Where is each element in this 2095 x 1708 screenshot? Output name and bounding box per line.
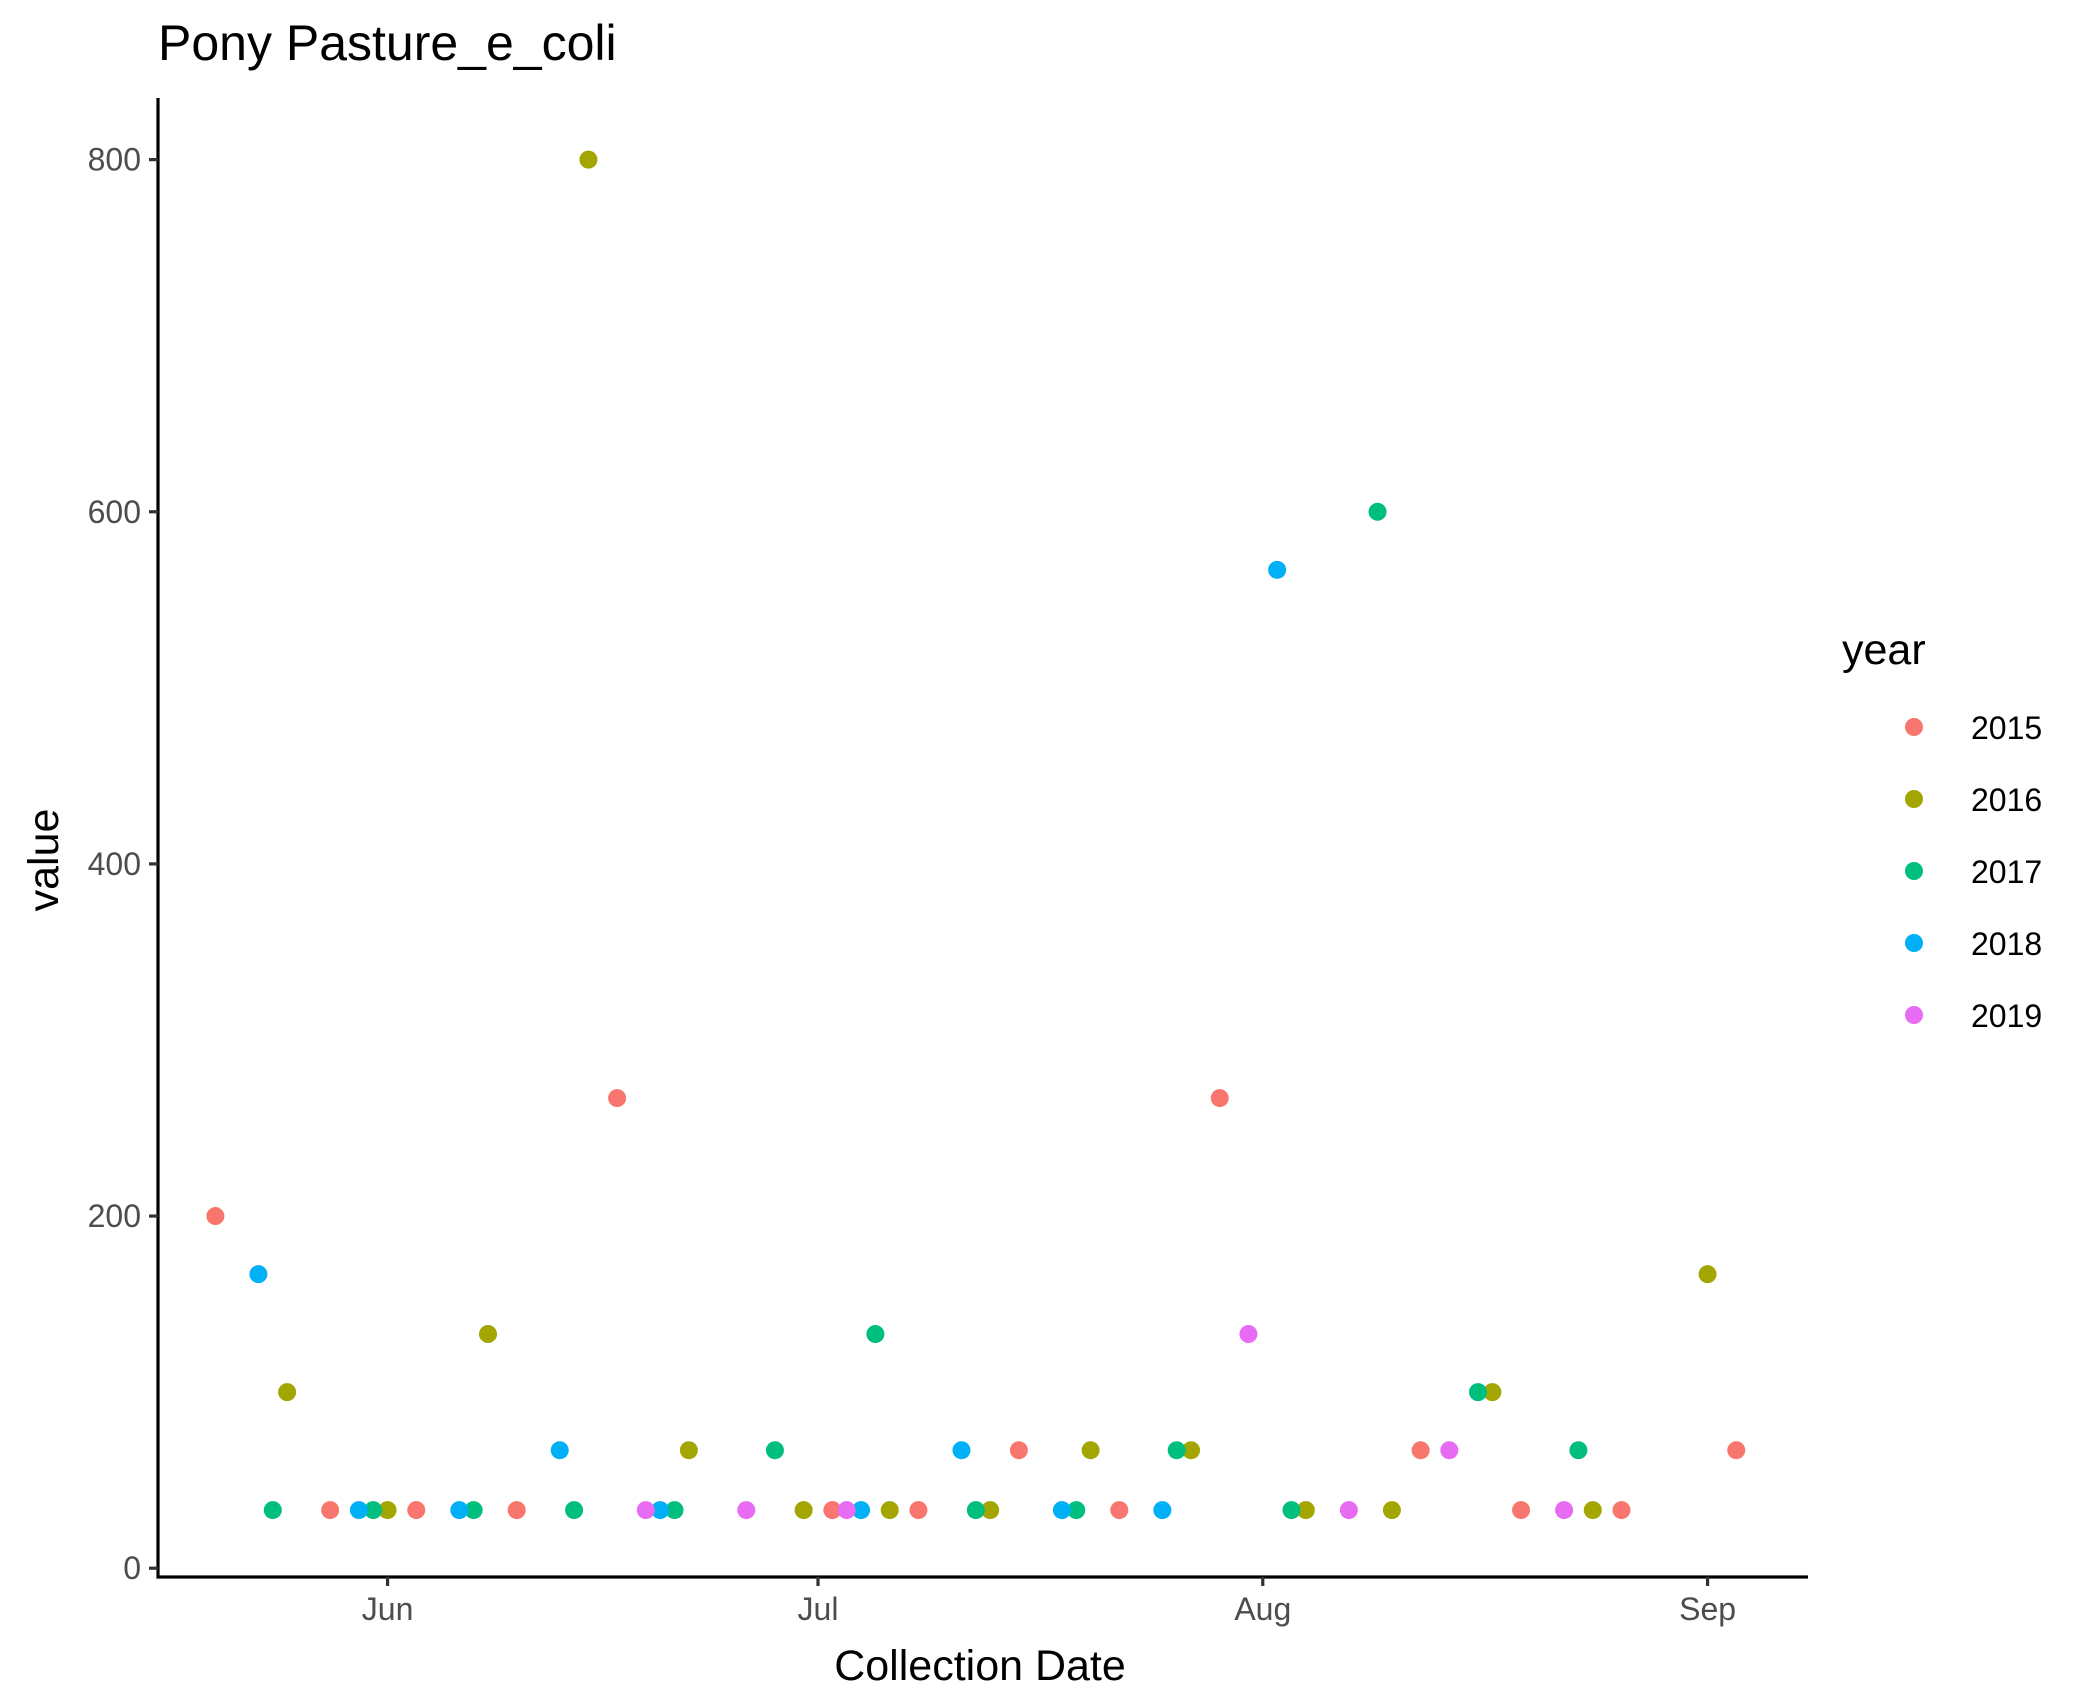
data-point <box>249 1265 268 1284</box>
data-point <box>737 1501 756 1520</box>
data-point <box>1067 1501 1086 1520</box>
x-tick-label: Sep <box>1679 1591 1736 1627</box>
data-point <box>1555 1501 1574 1520</box>
legend: year 2015 2016 2017 2018 2019 <box>1842 626 2042 1034</box>
legend-label: 2015 <box>1971 710 2042 746</box>
legend-key <box>1905 1006 1923 1024</box>
series-2019 <box>636 1325 1574 1520</box>
x-tick-label: Jul <box>798 1591 839 1627</box>
data-point <box>909 1501 928 1520</box>
data-point <box>966 1501 985 1520</box>
data-point <box>837 1501 856 1520</box>
x-tick-label: Jun <box>362 1591 414 1627</box>
data-point <box>880 1501 899 1520</box>
data-point <box>952 1441 971 1460</box>
y-axis: 0 200 400 600 800 <box>88 98 160 1586</box>
data-point <box>1268 560 1287 579</box>
data-point <box>1382 1501 1401 1520</box>
data-point <box>794 1501 813 1520</box>
data-point <box>1210 1089 1229 1108</box>
legend-label: 2018 <box>1971 926 2042 962</box>
legend-item-2019: 2019 <box>1905 998 2042 1034</box>
data-point <box>1239 1325 1258 1344</box>
data-point <box>507 1501 526 1520</box>
y-tick-label: 200 <box>88 1198 141 1234</box>
data-point <box>636 1501 655 1520</box>
data-point <box>1698 1265 1717 1284</box>
data-point <box>1153 1501 1172 1520</box>
data-point <box>823 1501 842 1520</box>
data-point <box>1052 1501 1071 1520</box>
y-tick-label: 400 <box>88 846 141 882</box>
data-point <box>1583 1501 1602 1520</box>
data-point <box>1483 1383 1502 1402</box>
series-2015 <box>206 1089 1746 1520</box>
data-point <box>1469 1383 1487 1402</box>
data-point <box>565 1501 584 1520</box>
legend-item-2018: 2018 <box>1905 926 2042 962</box>
data-point <box>321 1501 340 1520</box>
data-point <box>1411 1441 1430 1460</box>
legend-item-2015: 2015 <box>1905 710 2042 746</box>
legend-key <box>1905 862 1923 880</box>
data-point <box>765 1441 784 1460</box>
y-tick-label: 800 <box>88 142 141 178</box>
data-point <box>1368 502 1387 521</box>
data-point <box>349 1501 368 1520</box>
legend-key <box>1905 934 1923 952</box>
data-point <box>479 1325 497 1344</box>
data-point <box>1009 1441 1028 1460</box>
legend-key <box>1905 790 1923 808</box>
data-point <box>1727 1441 1746 1460</box>
x-tick-label: Aug <box>1234 1591 1291 1627</box>
data-point <box>1569 1441 1588 1460</box>
y-tick-label: 600 <box>88 494 141 530</box>
data-point <box>651 1501 670 1520</box>
data-point <box>1167 1441 1186 1460</box>
chart-title: Pony Pasture_e_coli <box>158 15 617 71</box>
data-point <box>579 150 598 169</box>
legend-label: 2019 <box>1971 998 2042 1034</box>
series-2018 <box>249 560 1287 1520</box>
data-point <box>1282 1501 1301 1520</box>
data-point <box>263 1501 282 1520</box>
data-point <box>550 1441 569 1460</box>
data-point <box>1296 1501 1315 1520</box>
data-point <box>1512 1501 1531 1520</box>
legend-title: year <box>1842 626 1926 674</box>
data-point <box>1440 1441 1459 1460</box>
series-2016 <box>278 150 1717 1520</box>
data-point <box>278 1383 297 1402</box>
data-point <box>364 1501 383 1520</box>
data-point <box>464 1501 483 1520</box>
data-point <box>407 1501 426 1520</box>
data-point <box>206 1207 225 1226</box>
legend-item-2016: 2016 <box>1905 782 2042 818</box>
data-point <box>378 1501 397 1520</box>
data-point <box>608 1089 627 1108</box>
legend-key <box>1905 718 1923 736</box>
data-point <box>450 1501 469 1520</box>
data-points <box>206 150 1746 1520</box>
y-tick-label: 0 <box>123 1550 141 1586</box>
data-point <box>1612 1501 1631 1520</box>
data-point <box>1110 1501 1129 1520</box>
x-axis-title: Collection Date <box>834 1642 1126 1690</box>
data-point <box>1081 1441 1100 1460</box>
series-2017 <box>263 502 1588 1520</box>
data-point <box>679 1441 698 1460</box>
data-point <box>1182 1441 1201 1460</box>
legend-label: 2017 <box>1971 854 2042 890</box>
legend-label: 2016 <box>1971 782 2042 818</box>
legend-item-2017: 2017 <box>1905 854 2042 890</box>
data-point <box>1339 1501 1358 1520</box>
data-point <box>866 1325 885 1344</box>
data-point <box>852 1501 871 1520</box>
x-axis: Jun Jul Aug Sep <box>156 1575 1808 1627</box>
data-point <box>665 1501 684 1520</box>
y-axis-title: value <box>20 809 68 912</box>
data-point <box>981 1501 1000 1520</box>
